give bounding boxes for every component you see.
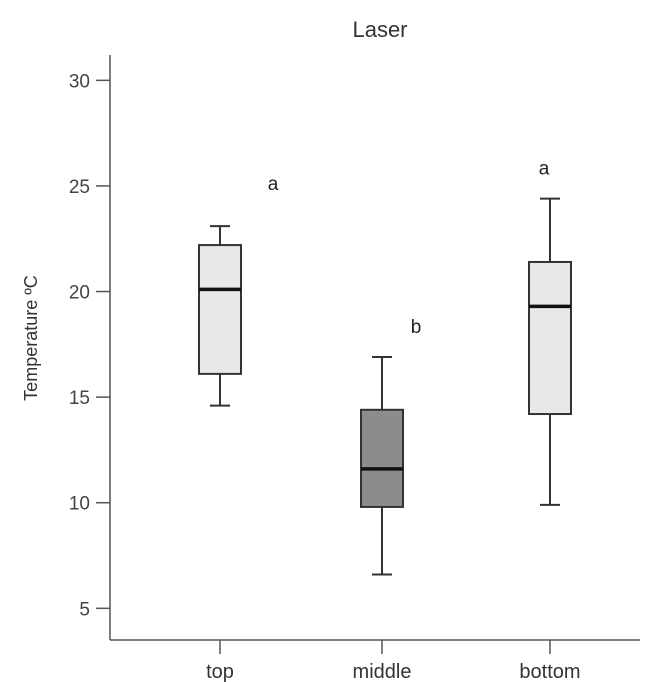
y-tick-label: 15: [69, 388, 90, 409]
x-axis: top middle bottom: [206, 640, 581, 682]
y-tick-label: 5: [79, 599, 90, 620]
x-category-label: middle: [353, 661, 412, 682]
y-tick-label: 20: [69, 283, 90, 304]
significance-letter: a: [268, 174, 279, 195]
y-tick-label: 10: [69, 494, 90, 515]
significance-letter: b: [411, 317, 422, 338]
x-category-label: bottom: [519, 661, 580, 682]
box-bottom: a: [528, 159, 572, 506]
x-category-label: top: [206, 661, 234, 682]
iqr-box: [198, 244, 242, 375]
significance-letter: a: [539, 159, 550, 180]
box-middle: b: [360, 317, 422, 576]
y-tick-label: 25: [69, 177, 90, 198]
y-axis-label: Temperature ºC: [21, 275, 41, 401]
box-top: a: [198, 174, 279, 407]
iqr-box: [360, 408, 404, 508]
y-axis: 5 10 15 20 25 30: [69, 71, 110, 620]
iqr-box: [528, 260, 572, 416]
y-tick-label: 30: [69, 71, 90, 92]
boxes: a b a: [198, 159, 572, 576]
chart-title: Laser: [352, 17, 407, 42]
